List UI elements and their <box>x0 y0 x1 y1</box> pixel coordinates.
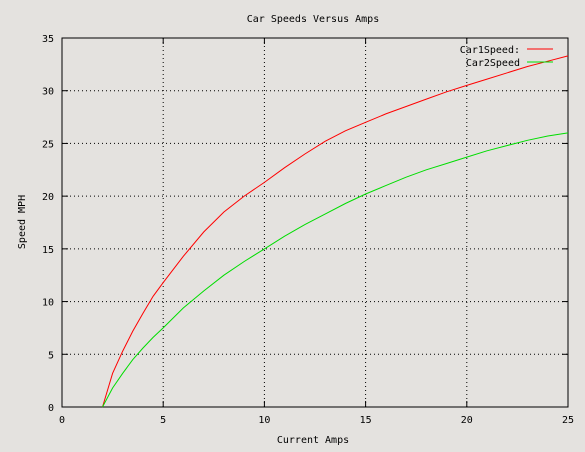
y-axis-label: Speed MPH <box>17 195 28 249</box>
x-tick-label: 0 <box>59 415 65 426</box>
legend-label-2: Car2Speed <box>466 58 520 69</box>
series-line-1 <box>102 55 569 408</box>
series-line-2 <box>102 132 569 408</box>
legend: Car1Speed: Car2Speed <box>460 45 553 69</box>
y-tick-label: 25 <box>42 139 54 150</box>
x-tick-label: 25 <box>562 415 574 426</box>
y-tick-label: 5 <box>48 350 54 361</box>
y-tick-label: 35 <box>42 34 54 45</box>
x-tick-label: 20 <box>461 415 473 426</box>
grid <box>62 38 568 407</box>
y-tick-label: 30 <box>42 87 54 98</box>
legend-label-1: Car1Speed: <box>460 45 520 56</box>
plot-frame <box>61 37 569 408</box>
chart-title: Car Speeds Versus Amps <box>247 14 379 25</box>
x-tick-label: 5 <box>160 415 166 426</box>
axis-ticks: 0 5 10 15 20 25 0 5 10 15 20 25 30 35 <box>42 34 574 426</box>
x-tick-label: 15 <box>360 415 372 426</box>
y-tick-label: 20 <box>42 192 54 203</box>
y-tick-label: 10 <box>42 298 54 309</box>
y-tick-label: 0 <box>48 403 54 414</box>
x-tick-label: 10 <box>258 415 270 426</box>
y-tick-label: 15 <box>42 245 54 256</box>
x-axis-label: Current Amps <box>277 435 349 446</box>
series <box>102 55 569 408</box>
